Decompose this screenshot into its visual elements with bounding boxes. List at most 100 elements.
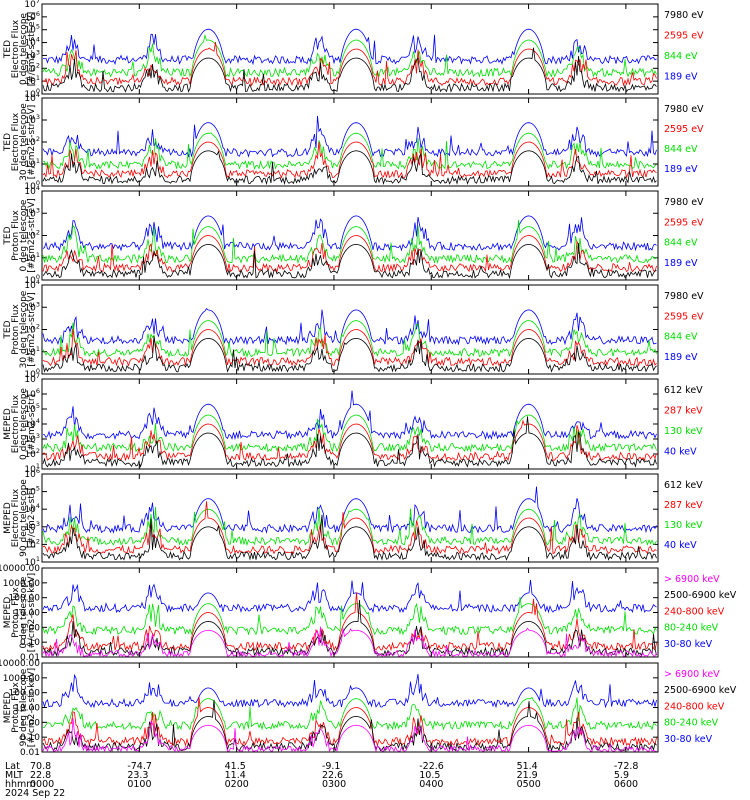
y-axis-label: 30 deg telescope	[19, 290, 29, 368]
y-axis-label: [#/cm2-s-str-eV]	[27, 105, 37, 180]
mlt-value: 22.6	[321, 770, 344, 781]
series-trace	[42, 328, 657, 367]
y-axis-label: Electron Flux	[11, 19, 21, 78]
panel-frame	[41, 662, 659, 753]
y-axis-label: TED	[3, 133, 13, 152]
y-axis-label: 90 deg telescope	[19, 668, 29, 746]
y-tick-label: 107	[24, 0, 40, 10]
y-axis-label: MEPED	[3, 597, 13, 629]
series-trace	[42, 243, 657, 280]
panel-frame	[41, 473, 659, 563]
series-trace	[42, 699, 657, 753]
y-axis-label: [#/cm2-s-str-keV]	[27, 668, 37, 747]
lat-value: 51.4	[516, 761, 538, 772]
y-axis-label: [#/cm2-s-str]	[27, 394, 37, 454]
hhmm-value: 0000	[30, 779, 55, 790]
y-tick-label: 10000.00	[0, 564, 40, 574]
legend-entry: 130 keV	[664, 426, 703, 437]
legend-entry: 189 eV	[664, 72, 698, 83]
series-trace	[42, 673, 657, 709]
y-tick-label: 1000.00	[3, 674, 40, 684]
legend-entry: 287 keV	[664, 500, 703, 511]
legend-entry: 2595 eV	[664, 217, 704, 228]
series-trace	[42, 626, 657, 658]
y-tick-label: 100.00	[9, 594, 41, 604]
lat-value: 41.5	[224, 761, 246, 772]
series-trace	[42, 336, 657, 373]
mlt-value: 21.9	[516, 770, 538, 781]
series-trace	[42, 307, 657, 346]
series-trace	[42, 47, 657, 93]
legend-entry: 844 eV	[664, 51, 698, 62]
y-axis-label: [#/cm2-s-str-eV]	[27, 198, 37, 273]
legend-entry: 240-800 keV	[664, 701, 725, 712]
y-axis-label: TED	[3, 320, 13, 339]
legend-entry: 7980 eV	[664, 197, 704, 208]
y-tick-label: 10.00	[14, 609, 40, 619]
legend-entry: 189 eV	[664, 164, 698, 175]
lat-value: -22.6	[419, 761, 444, 772]
legend-entry: 7980 eV	[664, 291, 704, 302]
series-trace	[42, 419, 657, 462]
y-tick-label: 1.00	[20, 718, 40, 728]
date-label: 2024 Sep 22	[5, 788, 66, 799]
hhmm-row-label: hhmm	[5, 779, 36, 790]
legend-entry: > 6900 keV	[664, 574, 720, 585]
legend-entry: 287 keV	[664, 406, 703, 417]
series-trace	[42, 150, 657, 186]
panel-frame	[41, 378, 659, 470]
hhmm-value: 0100	[127, 779, 152, 790]
legend-entry: 844 eV	[664, 332, 698, 343]
lat-value: -74.7	[127, 761, 152, 772]
hhmm-value: 0300	[321, 779, 347, 790]
legend-entry: 80-240 keV	[664, 718, 719, 729]
legend-entry: 30-80 keV	[664, 734, 713, 745]
y-axis-label: 0 deg telescope	[19, 199, 29, 271]
y-tick-label: 100.00	[9, 689, 41, 699]
legend-entry: 7980 eV	[664, 10, 704, 21]
series-trace	[42, 390, 657, 441]
legend-entry: 2500-6900 keV	[664, 685, 737, 696]
y-tick-label: 0.01	[20, 653, 40, 663]
legend-entry: 612 keV	[664, 480, 703, 491]
y-axis-label: Proton Flux	[11, 587, 21, 638]
legend-entry: 40 keV	[664, 447, 697, 458]
y-axis-label: 90 deg telescope	[19, 479, 29, 557]
y-axis-label: Electron Flux	[11, 488, 21, 547]
series-trace	[42, 215, 657, 252]
legend-entry: > 6900 keV	[664, 669, 720, 680]
mlt-value: 10.5	[419, 770, 441, 781]
legend-entry: 844 eV	[664, 144, 698, 155]
lat-row-label: Lat	[5, 761, 20, 772]
hhmm-value: 0600	[613, 779, 639, 790]
y-axis-label: 0 deg telescope	[19, 576, 29, 648]
legend-entry: 240-800 keV	[664, 606, 725, 617]
y-axis-label: Electron Flux	[11, 394, 21, 453]
series-trace	[42, 28, 657, 66]
y-axis-label: MEPED	[3, 408, 13, 440]
series-trace	[42, 718, 657, 753]
y-axis-label: Proton Flux	[11, 210, 21, 261]
y-axis-label: TED	[3, 226, 13, 245]
y-axis-label: 30 deg telescope	[19, 103, 29, 181]
legend-entry: 189 eV	[664, 352, 698, 363]
hhmm-value: 0400	[419, 779, 444, 790]
series-trace	[42, 235, 657, 273]
series-trace	[42, 132, 657, 171]
series-trace	[42, 115, 657, 158]
y-tick-label: 1.00	[20, 623, 40, 633]
legend-entry: 2595 eV	[664, 31, 704, 42]
y-axis-label: MEPED	[3, 692, 13, 724]
lat-value: -9.1	[321, 761, 341, 772]
y-axis-label: MEPED	[3, 502, 13, 534]
y-tick-label: 0.10	[20, 638, 40, 648]
y-tick-label: 10000.00	[0, 659, 40, 669]
panel-frame	[41, 97, 659, 187]
mlt-row-label: MLT	[5, 770, 23, 781]
series-trace	[42, 697, 657, 747]
